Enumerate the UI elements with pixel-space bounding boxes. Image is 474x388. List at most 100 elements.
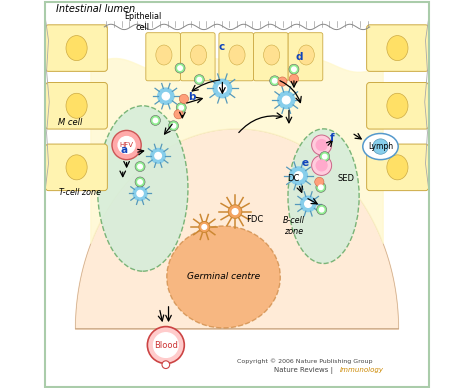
Text: Germinal centre: Germinal centre — [187, 272, 260, 281]
Text: Intestinal lumen: Intestinal lumen — [56, 3, 135, 14]
Circle shape — [174, 110, 183, 119]
Circle shape — [154, 333, 178, 357]
Text: B-cell
zone: B-cell zone — [283, 216, 305, 236]
Circle shape — [138, 180, 142, 184]
FancyBboxPatch shape — [254, 33, 288, 81]
Text: Blood: Blood — [154, 341, 178, 350]
Ellipse shape — [66, 36, 87, 61]
Text: e: e — [301, 158, 309, 168]
Ellipse shape — [66, 155, 87, 180]
Ellipse shape — [98, 106, 188, 271]
Circle shape — [199, 222, 210, 232]
Text: Epithelial
cell: Epithelial cell — [124, 12, 161, 31]
Circle shape — [232, 209, 238, 215]
Circle shape — [273, 78, 277, 83]
Circle shape — [317, 204, 327, 215]
Ellipse shape — [167, 226, 280, 328]
Circle shape — [150, 115, 160, 125]
Ellipse shape — [387, 155, 408, 180]
Ellipse shape — [191, 45, 207, 65]
Text: d: d — [296, 52, 303, 62]
FancyBboxPatch shape — [219, 33, 254, 81]
Circle shape — [322, 154, 327, 159]
Text: f: f — [330, 133, 335, 143]
Ellipse shape — [156, 45, 172, 65]
Circle shape — [289, 64, 299, 74]
Text: M cell: M cell — [58, 118, 82, 127]
Circle shape — [158, 88, 174, 104]
Circle shape — [153, 118, 158, 123]
Circle shape — [315, 177, 324, 187]
Polygon shape — [75, 129, 399, 329]
FancyBboxPatch shape — [46, 83, 107, 129]
Circle shape — [176, 103, 186, 113]
Ellipse shape — [387, 93, 408, 118]
Circle shape — [316, 160, 327, 171]
Circle shape — [175, 63, 185, 73]
Circle shape — [112, 130, 141, 159]
Text: Copyright © 2006 Nature Publishing Group: Copyright © 2006 Nature Publishing Group — [237, 358, 373, 364]
Text: T-cell zone: T-cell zone — [59, 188, 101, 197]
Circle shape — [292, 67, 296, 71]
Circle shape — [278, 92, 295, 109]
Circle shape — [294, 172, 302, 180]
Circle shape — [135, 161, 145, 171]
Circle shape — [316, 182, 326, 192]
Circle shape — [135, 177, 145, 187]
Circle shape — [319, 185, 323, 190]
Circle shape — [202, 225, 207, 229]
Circle shape — [316, 140, 327, 151]
Ellipse shape — [298, 45, 314, 65]
Circle shape — [228, 205, 242, 218]
Circle shape — [197, 77, 201, 82]
Text: DC: DC — [287, 174, 300, 183]
Text: FDC: FDC — [246, 215, 264, 224]
FancyBboxPatch shape — [367, 83, 428, 129]
Text: a: a — [120, 145, 128, 155]
Circle shape — [311, 156, 332, 175]
Circle shape — [137, 191, 143, 197]
Circle shape — [290, 167, 308, 185]
Circle shape — [218, 84, 227, 93]
Ellipse shape — [66, 93, 87, 118]
Circle shape — [118, 137, 135, 154]
Circle shape — [373, 139, 388, 154]
Circle shape — [138, 164, 142, 169]
Circle shape — [178, 66, 182, 70]
Text: Immunology: Immunology — [340, 367, 384, 373]
Circle shape — [147, 327, 184, 364]
Ellipse shape — [363, 133, 398, 159]
FancyBboxPatch shape — [367, 144, 428, 191]
Circle shape — [289, 74, 299, 83]
Circle shape — [179, 106, 183, 110]
FancyBboxPatch shape — [367, 25, 428, 71]
Text: c: c — [219, 42, 225, 52]
Text: HFV: HFV — [119, 142, 134, 148]
Circle shape — [305, 201, 311, 207]
Circle shape — [283, 96, 290, 104]
FancyBboxPatch shape — [46, 25, 107, 71]
Text: Lymph: Lymph — [368, 142, 393, 151]
Circle shape — [301, 196, 316, 211]
FancyBboxPatch shape — [146, 33, 181, 81]
Ellipse shape — [288, 129, 359, 263]
Circle shape — [319, 152, 330, 161]
FancyBboxPatch shape — [288, 33, 323, 81]
Circle shape — [270, 76, 280, 86]
Text: Nature Reviews |: Nature Reviews | — [273, 367, 335, 374]
Ellipse shape — [387, 36, 408, 61]
FancyBboxPatch shape — [181, 33, 215, 81]
Text: b: b — [188, 92, 195, 102]
Circle shape — [179, 94, 189, 104]
Circle shape — [162, 361, 170, 369]
Polygon shape — [91, 59, 383, 244]
Circle shape — [311, 135, 332, 155]
FancyBboxPatch shape — [46, 144, 107, 191]
Circle shape — [133, 187, 147, 201]
Text: SED: SED — [337, 174, 354, 183]
Circle shape — [155, 152, 162, 159]
Circle shape — [213, 79, 232, 98]
Ellipse shape — [229, 45, 245, 65]
Ellipse shape — [264, 45, 280, 65]
Circle shape — [151, 149, 165, 163]
